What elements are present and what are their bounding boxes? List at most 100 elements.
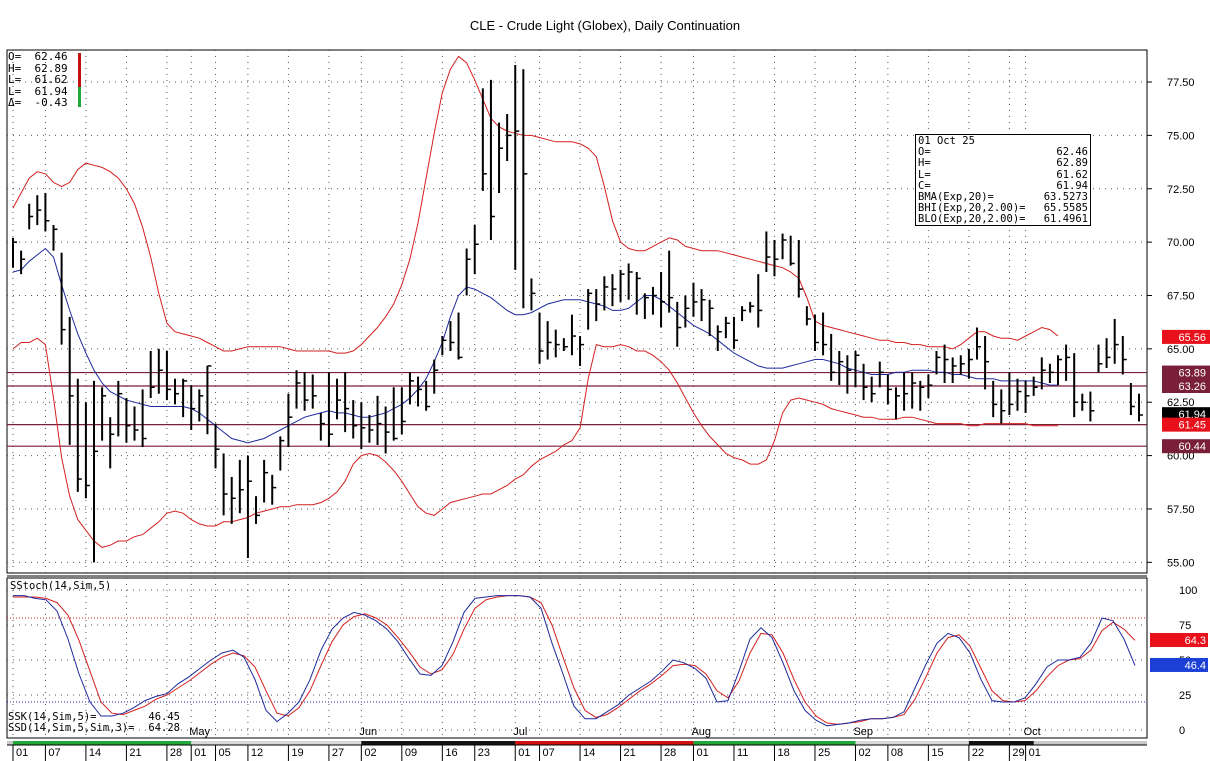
ohlc-row: H= 62.89 <box>8 61 68 75</box>
osc-tick-label: 25 <box>1179 690 1191 702</box>
price-tick-label: 70.00 <box>1167 237 1195 249</box>
info-value: 61.4961 <box>1043 213 1088 226</box>
price-tag <box>1162 417 1210 432</box>
info-value: 62.46 <box>1056 146 1088 159</box>
time-tick-label: 29 <box>1012 747 1024 759</box>
time-tick-label: 01 <box>1029 747 1041 759</box>
osc-value: 46.45 <box>148 711 180 723</box>
time-tick-label: 07 <box>543 747 555 759</box>
price-tag-label: 63.89 <box>1178 368 1206 380</box>
time-tick-label: 07 <box>48 747 60 759</box>
info-row: C= 61.94 <box>918 179 1088 192</box>
info-value: 61.94 <box>1056 179 1088 192</box>
info-key: BHI(Exp,20,2.00)= <box>918 202 1026 215</box>
month-band <box>361 741 516 745</box>
price-tag-label: 60.44 <box>1178 441 1206 453</box>
info-key: H= <box>918 157 931 170</box>
info-box: 01 Oct 25 O= 62.46 H= 62.89 L= 61.62 C= 61.94 BM… <box>915 134 1091 226</box>
price-tick-label: 77.50 <box>1167 77 1195 89</box>
osc-tick-label: 75 <box>1179 620 1191 632</box>
info-row: BLO(Exp,20,2.00)= 61.4961 <box>918 214 1088 225</box>
price-tag-label: 61.45 <box>1178 420 1206 432</box>
month-band <box>693 741 856 745</box>
osc-tick-label: 100 <box>1179 585 1197 597</box>
time-tick-label: 18 <box>777 747 789 759</box>
ohlc-strip-green <box>78 87 81 107</box>
info-row: L= 61.62 <box>918 168 1088 181</box>
osc-row: SSK(14,Sim,5)= 46.45 <box>8 712 180 723</box>
ohlc-row: O= 62.46 <box>8 50 68 63</box>
ohlc-row: L= 61.62 <box>8 73 68 86</box>
osc-value: 64.28 <box>148 722 180 734</box>
month-band <box>855 741 969 745</box>
time-tick-label: 02 <box>858 747 870 759</box>
month-label: May <box>189 726 210 738</box>
osc-key: SSD(14,Sim,5,Sim,3)= <box>8 722 135 734</box>
info-row: BHI(Exp,20,2.00)= 65.5585 <box>918 203 1088 214</box>
info-key: L= <box>918 168 931 181</box>
price-tag-label: 63.26 <box>1178 381 1206 393</box>
time-tick-label: 28 <box>664 747 676 759</box>
oscillator-title: SStoch(14,Sim,5) <box>10 580 112 592</box>
info-value: 63.5273 <box>1043 191 1088 204</box>
month-label: Jul <box>513 726 527 738</box>
time-tick-label: 01 <box>194 747 206 759</box>
osc-tag-label: 64.3 <box>1185 635 1206 647</box>
oscillator-readout: SSK(14,Sim,5)= 46.45 SSD(14,Sim,5,Sim,3)= 6… <box>8 712 180 734</box>
price-tag <box>1162 329 1210 344</box>
price-tick-label: 72.50 <box>1167 184 1195 196</box>
ohlc-row: Δ= -0.43 <box>8 96 68 109</box>
month-label: Sep <box>853 726 873 738</box>
info-box-date: 01 Oct 25 <box>918 135 975 147</box>
time-tick-label: 02 <box>364 747 376 759</box>
month-band <box>13 741 192 745</box>
time-tick-label: 21 <box>624 747 636 759</box>
price-tick-label: 75.00 <box>1167 130 1195 142</box>
price-frame <box>6 49 1148 574</box>
osc-tag-label: 46.4 <box>1185 660 1206 672</box>
osc-tag <box>1150 657 1208 672</box>
ohlc-readout: O= 62.46 H= 62.89 L= 61.62 L= 61.94 Δ= -0.43 <box>8 51 68 109</box>
price-tick-label: 55.00 <box>1167 557 1195 569</box>
ssd-line <box>13 595 1136 725</box>
time-tick-label: 28 <box>170 747 182 759</box>
bollinger-upper-line <box>12 55 1059 354</box>
price-tag <box>1162 365 1210 380</box>
price-tick-label: 60.00 <box>1167 451 1195 463</box>
time-tick-label: 09 <box>405 747 417 759</box>
osc-row: SSD(14,Sim,5,Sim,3)= 64.28 <box>8 723 180 734</box>
month-band <box>968 741 1034 745</box>
price-tag-label: 65.56 <box>1178 332 1206 344</box>
bollinger-lower-line <box>12 337 1058 548</box>
ohlc-row: L= 61.94 <box>8 84 68 98</box>
month-label: Aug <box>691 726 711 738</box>
time-tick-label: 14 <box>89 747 101 759</box>
price-tick-label: 62.50 <box>1167 397 1195 409</box>
month-label: Jun <box>359 726 377 738</box>
info-key: O= <box>918 146 931 159</box>
ssk-line <box>13 595 1136 727</box>
time-tick-label: 23 <box>478 747 490 759</box>
time-tick-label: 27 <box>332 747 344 759</box>
oscillator-frame <box>6 577 1148 739</box>
chart-title: CLE - Crude Light (Globex), Daily Contin… <box>469 18 741 33</box>
time-tick-label: 14 <box>583 747 595 759</box>
info-row: H= 62.89 <box>918 158 1088 169</box>
time-tick-label: 08 <box>891 747 903 759</box>
time-tick-label: 12 <box>251 747 263 759</box>
time-tick-label: 01 <box>16 747 28 759</box>
time-tick-label: 16 <box>445 747 457 759</box>
info-row: BMA(Exp,20)= 63.5273 <box>918 191 1088 204</box>
info-value: 65.5585 <box>1043 202 1088 215</box>
price-tick-label: 67.50 <box>1167 290 1195 302</box>
price-tick-label: 65.00 <box>1167 344 1195 356</box>
price-tick-label: 57.50 <box>1167 504 1195 516</box>
time-tick-label: 22 <box>972 747 984 759</box>
osc-tag <box>1150 633 1208 648</box>
info-value: 61.62 <box>1056 168 1088 181</box>
time-tick-label: 19 <box>291 747 303 759</box>
info-key: BLO(Exp,20,2.00)= <box>918 213 1026 226</box>
osc-tick-label: 0 <box>1179 725 1185 737</box>
info-key: C= <box>918 179 931 192</box>
month-band <box>191 741 362 745</box>
